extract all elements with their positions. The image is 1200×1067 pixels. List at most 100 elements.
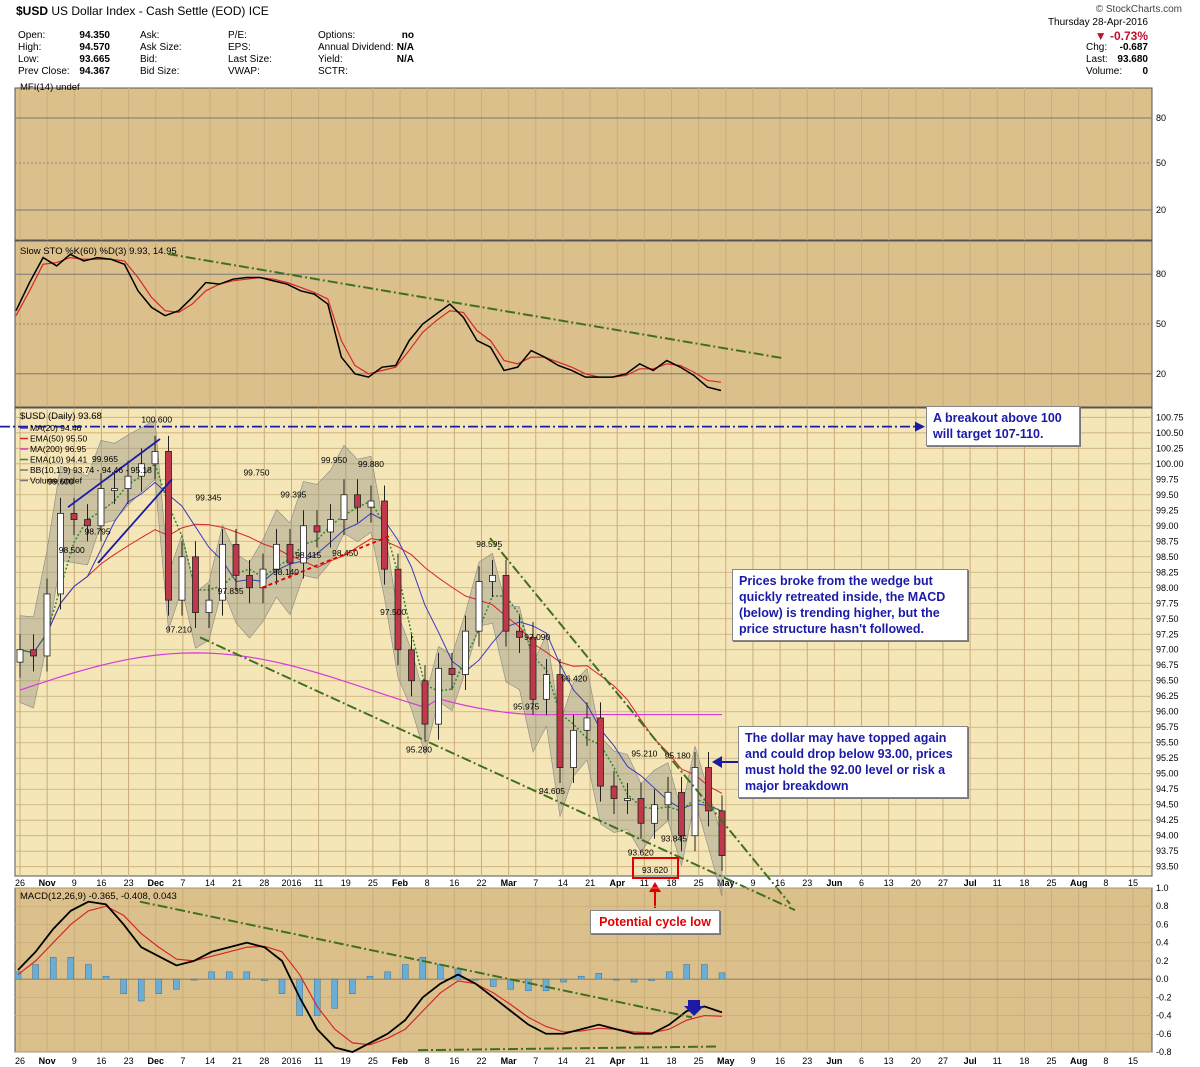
- price-tick-label: 99.00: [1156, 521, 1179, 531]
- mfi-panel: [14, 87, 1153, 241]
- legend-entry: BB(10,1.9) 93.74 - 94.46 - 95.18: [30, 465, 152, 475]
- price-value-label: 95.180: [665, 751, 691, 761]
- macd-tick-label: -0.6: [1156, 1029, 1172, 1039]
- candle: [340, 494, 348, 520]
- x-tick-label: May: [717, 1056, 735, 1066]
- price-tick-label: 95.00: [1156, 769, 1179, 779]
- x-tick-label: 20: [911, 878, 921, 888]
- x-tick-label: 16: [96, 878, 106, 888]
- quote-label: Bid:: [140, 54, 158, 65]
- cycle-low-arrow-head: [649, 882, 661, 892]
- candle: [624, 798, 631, 801]
- candle: [435, 667, 442, 725]
- candle: [70, 512, 78, 520]
- price-value-label: 99.965: [92, 454, 118, 464]
- x-tick-label: 27: [938, 878, 948, 888]
- x-tick-label: 9: [72, 1056, 77, 1066]
- price-value-label: 94.605: [539, 786, 565, 796]
- x-tick-label: 16: [775, 1056, 785, 1066]
- candle: [462, 630, 469, 675]
- quote-label: Annual Dividend:: [318, 42, 394, 53]
- change-pct: ▼ -0.73%: [1094, 29, 1148, 43]
- price-value-label: 99.600: [48, 477, 74, 487]
- quote-label: High:: [18, 42, 42, 53]
- quote-right-label: Volume:: [1086, 66, 1123, 77]
- candle: [354, 494, 361, 508]
- quote-label: Low:: [18, 54, 40, 65]
- x-tick-label: 11: [640, 878, 649, 888]
- price-tick-label: 97.75: [1156, 598, 1179, 608]
- candle: [232, 543, 240, 576]
- x-tick-label: 18: [1019, 878, 1029, 888]
- quote-value: 94.350: [79, 30, 110, 41]
- sto-label: Slow STO %K(60) %D(3) 9.93, 14.95: [20, 246, 177, 257]
- macd-histogram-bar: [155, 978, 163, 994]
- source-credit[interactable]: © StockCharts.com: [1095, 4, 1182, 15]
- mfi-tick-label: 50: [1156, 158, 1166, 168]
- macd-signal-line: [17, 905, 723, 1046]
- x-tick-label: 28: [259, 878, 269, 888]
- macd-histogram-bar: [701, 964, 708, 980]
- x-tick-label: 16: [96, 1056, 106, 1066]
- price-value-label: 95.210: [631, 749, 657, 759]
- x-tick-label: 25: [1047, 1056, 1057, 1066]
- macd-histogram-bar: [718, 972, 726, 980]
- x-tick-label: 9: [72, 878, 77, 888]
- x-tick-label: 21: [232, 1056, 242, 1066]
- macd-panel: [14, 887, 1153, 1053]
- x-tick-label: 14: [205, 878, 215, 888]
- price-value-label: 98.140: [273, 567, 299, 577]
- macd-histogram-bar: [173, 978, 180, 990]
- candle: [543, 674, 550, 700]
- candle: [246, 574, 253, 589]
- x-tick-label: 20: [911, 1056, 921, 1066]
- quote-right-value: 0: [1142, 66, 1148, 77]
- candle: [16, 649, 24, 663]
- macd-trendline: [139, 900, 693, 1019]
- price-panel: [14, 407, 1153, 877]
- macd-tick-label: 0.0: [1156, 974, 1169, 984]
- price-value-label: 99.395: [280, 489, 306, 499]
- candle: [502, 574, 510, 632]
- wedge-upper-line: [489, 537, 791, 905]
- x-tick-label: 19: [341, 1056, 351, 1066]
- x-tick-label: 25: [1047, 878, 1057, 888]
- candle: [394, 568, 402, 651]
- quote-label: Last Size:: [228, 54, 272, 65]
- macd-histogram-bar: [525, 978, 532, 992]
- x-tick-label: 18: [667, 1056, 677, 1066]
- price-value-label: 97.090: [524, 632, 550, 642]
- macd-histogram-bar: [137, 978, 145, 1002]
- macd-histogram-bar: [102, 975, 110, 980]
- x-tick-label: 8: [1103, 878, 1108, 888]
- candle: [165, 450, 172, 601]
- price-tick-label: 93.50: [1156, 862, 1179, 872]
- legend-entry: MA(20) 94.46: [30, 423, 82, 433]
- legend-entry: MA(200) 96.95: [30, 444, 86, 454]
- quote-value: 93.665: [79, 54, 110, 65]
- quote-value: 94.570: [79, 42, 110, 53]
- sto-trendline: [167, 253, 783, 359]
- x-tick-label: 25: [368, 878, 378, 888]
- macd-histogram-bar: [49, 956, 57, 980]
- price-value-label: 93.620: [628, 847, 654, 857]
- candle: [556, 674, 564, 768]
- x-tick-label: 21: [585, 878, 595, 888]
- x-tick-label: May: [717, 878, 735, 888]
- macd-histogram-bar: [665, 971, 673, 980]
- price-tick-label: 94.75: [1156, 784, 1179, 794]
- macd-tick-label: -0.4: [1156, 1011, 1172, 1021]
- x-tick-label: 11: [993, 878, 1002, 888]
- x-tick-label: Jun: [826, 878, 842, 888]
- candle: [97, 488, 105, 527]
- macd-histogram-bar: [366, 975, 374, 980]
- x-tick-label: 28: [259, 1056, 269, 1066]
- breakout-arrow: [915, 421, 925, 432]
- candle: [151, 450, 159, 465]
- macd-histogram-bar: [542, 978, 550, 992]
- quote-label: P/E:: [228, 30, 247, 41]
- wedge-lower-line: [199, 636, 796, 912]
- macd-tick-label: 0.4: [1156, 938, 1169, 948]
- candle: [421, 680, 429, 725]
